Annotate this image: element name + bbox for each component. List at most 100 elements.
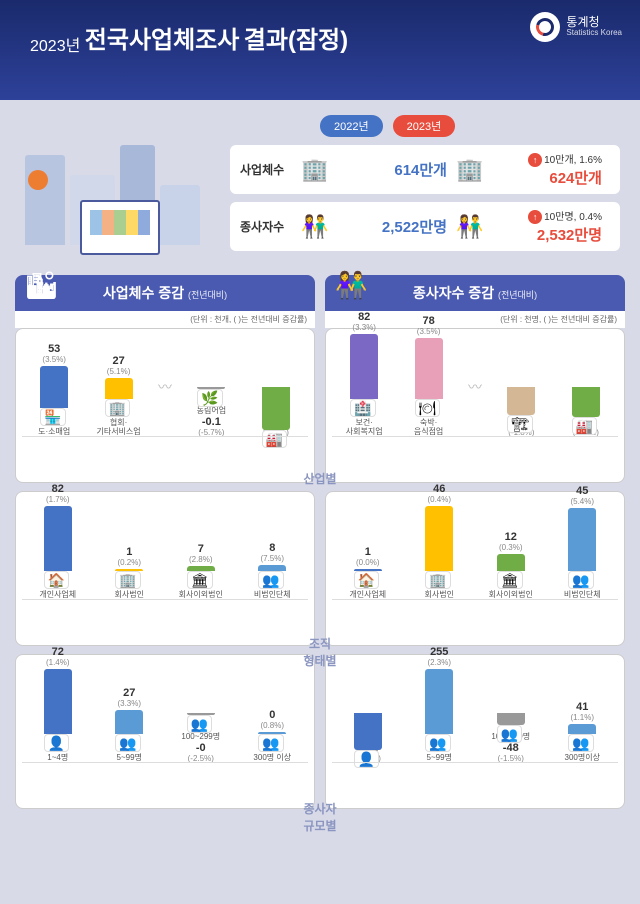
bar-item: 👥 100~299명 -48 (-1.5%)	[486, 711, 536, 763]
bar-label: 100~299명	[181, 733, 220, 742]
bar-pct: (3.3%)	[117, 699, 141, 708]
bar-rect: 🏭	[262, 387, 290, 430]
axis-break-icon: 〰	[468, 377, 482, 397]
bar-item: 27 (5.1%) 🏢 협회·기타서비스업	[94, 355, 144, 437]
bar-item: 45 (5.4%) 👥 비법인단체	[557, 485, 607, 600]
bar-pct: (3.3%)	[352, 323, 376, 332]
summary-icon: 👫	[300, 212, 330, 242]
summary-2023: ↑10만개, 1.6% 624만개	[485, 151, 610, 188]
bar-rect: 🏪	[40, 366, 68, 408]
bar-item: 0 (0.8%) 👥 300명 이상	[247, 709, 297, 763]
summary-2022: 2,522만명	[330, 216, 455, 237]
bar-label: 300명이상	[565, 754, 600, 763]
bar-item: 72 (1.4%) 👤 1~4명	[33, 646, 83, 763]
bar-value: 255	[430, 646, 448, 658]
bar-item: 12 (0.3%) 🏛 회사이외법인	[486, 531, 536, 600]
bar-item: 👤 1~4명 -143 (-1.8%)	[343, 711, 393, 763]
bar-rect: 🏢	[115, 569, 143, 571]
bar-value: 12	[505, 531, 517, 543]
right-column: 👫 종사자수 증감 (전년대비) (단위 : 천명, ( )는 전년대비 증감률…	[325, 275, 625, 817]
chart-panel: 👤 1~4명 -143 (-1.8%) 255 (2.3%) 👥 5~99명 👥…	[325, 654, 625, 809]
bar-rect: 🏗	[507, 387, 535, 415]
bar-rect: 👥	[568, 724, 596, 734]
bar-rect: 👥	[258, 565, 286, 571]
bar-item: 78 (3.5%) 🍽 숙박·음식점업	[404, 315, 454, 437]
summary-label: 사업체수	[240, 161, 300, 178]
category-icon: 🏛	[187, 571, 213, 589]
bar-label: 5~99명	[117, 754, 142, 763]
category-icon: 🏪	[40, 408, 65, 426]
bar-value: 78	[422, 315, 434, 327]
summary-section: 2022년 2023년 사업체수 🏢 614만개 🏢 ↑10만개, 1.6% 6…	[0, 100, 640, 275]
category-icon: 👥	[115, 734, 140, 752]
bar-item: 82 (3.3%) 🏥 보건·사회복지업	[339, 311, 389, 437]
bar-rect: 🏠	[44, 506, 72, 571]
bar-item: 82 (1.7%) 🏠 개인사업체	[33, 483, 83, 600]
category-icon: 👥	[258, 734, 283, 752]
chart-panel: 53 (3.5%) 🏪 도·소매업 27 (5.1%) 🏢 협회·기타서비스업 …	[15, 328, 315, 483]
left-unit: (단위 : 천개, ( )는 전년대비 증감률)	[15, 311, 315, 328]
bar-value: 45	[576, 485, 588, 497]
bar-label: 비법인단체	[254, 591, 291, 600]
bar-label: 비법인단체	[564, 591, 601, 600]
bar-rect: 🏛	[187, 566, 215, 572]
bar-item: 🌿 농림어업 -0.1 (-5.7%)	[186, 385, 236, 437]
bar-rect: 👥	[115, 710, 143, 734]
people-icon: 👫	[335, 270, 367, 301]
bar-label: 보건·사회복지업	[346, 419, 383, 437]
category-icon: 🍽	[415, 399, 441, 417]
bar-value: 53	[48, 343, 60, 355]
row-category-label: 종사자규모별	[290, 800, 350, 834]
gear-icon	[28, 170, 48, 190]
category-icon: 👤	[354, 750, 379, 768]
bar-pct: (1.4%)	[46, 658, 70, 667]
title-year: 2023년	[30, 38, 80, 55]
bar-pct: (0.4%)	[427, 495, 451, 504]
bar-rect: 🏛	[497, 554, 525, 571]
bar-label: 개인사업체	[349, 591, 386, 600]
summary-2022: 614만개	[330, 159, 455, 180]
chart-panel: 72 (1.4%) 👤 1~4명 27 (3.3%) 👥 5~99명 👥 1	[15, 654, 315, 809]
bar-label: 협회·기타서비스업	[96, 419, 140, 437]
bar-pct: (2.8%)	[189, 555, 213, 564]
charts-area: 🏙 사업체수 증감 (전년대비) (단위 : 천개, ( )는 전년대비 증감률…	[0, 275, 640, 817]
agency-name-en: Statistics Korea	[566, 29, 622, 38]
title-main: 전국사업체조사	[85, 27, 240, 54]
summary-icon: 🏢	[300, 155, 330, 185]
summary-icon: 👫	[455, 212, 485, 242]
up-arrow-icon: ↑	[528, 153, 542, 167]
bar-item: 1 (0.2%) 🏢 회사법인	[104, 546, 154, 600]
pill-2023: 2023년	[393, 115, 456, 137]
bar-label: 회사이외법인	[179, 591, 223, 600]
category-icon: 👥	[568, 734, 593, 752]
bar-pct: (7.5%)	[260, 554, 284, 563]
building-icon: 🏙	[25, 270, 58, 301]
summary-row: 사업체수 🏢 614만개 🏢 ↑10만개, 1.6% 624만개	[230, 145, 620, 194]
chart-panel: 1 (0.0%) 🏠 개인사업체 46 (0.4%) 🏢 회사법인 12 (0.…	[325, 491, 625, 646]
category-icon: 👥	[425, 734, 450, 752]
category-icon: 👥	[187, 715, 212, 733]
bar-label: 도·소매업	[38, 428, 70, 437]
category-icon: 🏥	[350, 399, 375, 417]
bar-label: 개인사업체	[39, 591, 76, 600]
bar-label: 농림어업	[197, 407, 226, 416]
bar-pct: (2.3%)	[427, 658, 451, 667]
bar-item: 255 (2.3%) 👥 5~99명	[414, 646, 464, 763]
bar-rect: 🏠	[354, 569, 382, 571]
bar-rect: 👥	[497, 713, 525, 725]
bar-value: -48	[503, 742, 519, 754]
bar-rect: 🏥	[350, 334, 378, 399]
category-icon: 👤	[44, 734, 69, 752]
bar-value: 72	[52, 646, 64, 658]
bar-value: 0	[269, 709, 275, 721]
bar-pct: (1.1%)	[570, 713, 594, 722]
bar-pct: (3.5%)	[42, 355, 66, 364]
right-column-header: 👫 종사자수 증감 (전년대비)	[325, 275, 625, 311]
bar-rect: 👤	[44, 669, 72, 734]
bar-label: 회사이외법인	[489, 591, 533, 600]
bar-pct: (0.8%)	[260, 721, 284, 730]
agency-logo: 통계청 Statistics Korea	[530, 12, 622, 42]
bar-pct: (0.0%)	[356, 558, 380, 567]
bar-rect: 🏢	[105, 378, 133, 399]
category-icon: 🏭	[262, 430, 287, 448]
